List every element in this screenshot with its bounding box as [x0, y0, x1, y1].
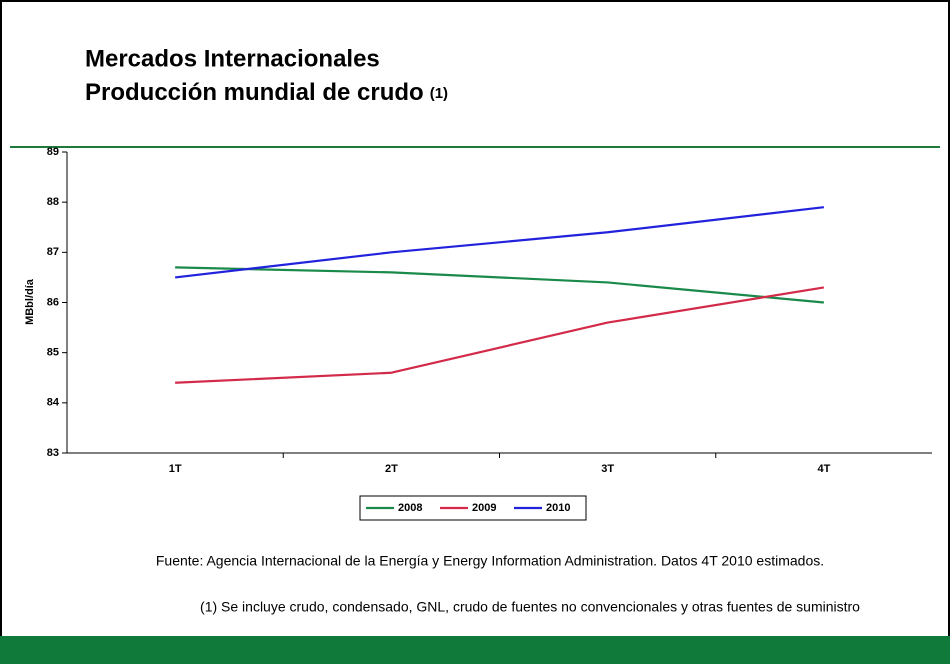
x-tick-label: 2T	[385, 463, 398, 475]
legend-label: 2009	[472, 502, 496, 514]
series-line	[175, 266, 824, 304]
footer-bar	[0, 636, 950, 664]
subtitle-text: Producción mundial de crudo	[85, 79, 424, 106]
subtitle: Producción mundial de crudo (1)	[85, 79, 448, 106]
source: Fuente: Agencia Internacional de la Ener…	[156, 553, 824, 569]
title: Mercados Internacionales	[85, 45, 380, 72]
legend-box	[359, 495, 587, 521]
y-tick-label: 88	[47, 196, 59, 208]
x-tick-label: 3T	[601, 463, 614, 475]
y-tick-label: 85	[47, 347, 59, 359]
series-line	[174, 206, 825, 279]
x-tick-label: 1T	[169, 463, 182, 475]
subtitle-note: (1)	[430, 85, 448, 102]
x-tick-label: 4T	[817, 463, 830, 475]
y-tick-label: 89	[47, 146, 59, 158]
series-line	[175, 286, 825, 384]
footnote: (1) Se incluye crudo, condensado, GNL, c…	[200, 599, 860, 615]
y-tick-label: 84	[47, 397, 60, 409]
y-tick-label: 86	[47, 296, 59, 308]
legend-label: 2008	[398, 502, 422, 514]
y-axis-label: MBbl/día	[24, 278, 36, 325]
y-tick-label: 83	[47, 447, 59, 459]
y-tick-label: 87	[47, 246, 59, 258]
legend-label: 2010	[546, 502, 570, 514]
